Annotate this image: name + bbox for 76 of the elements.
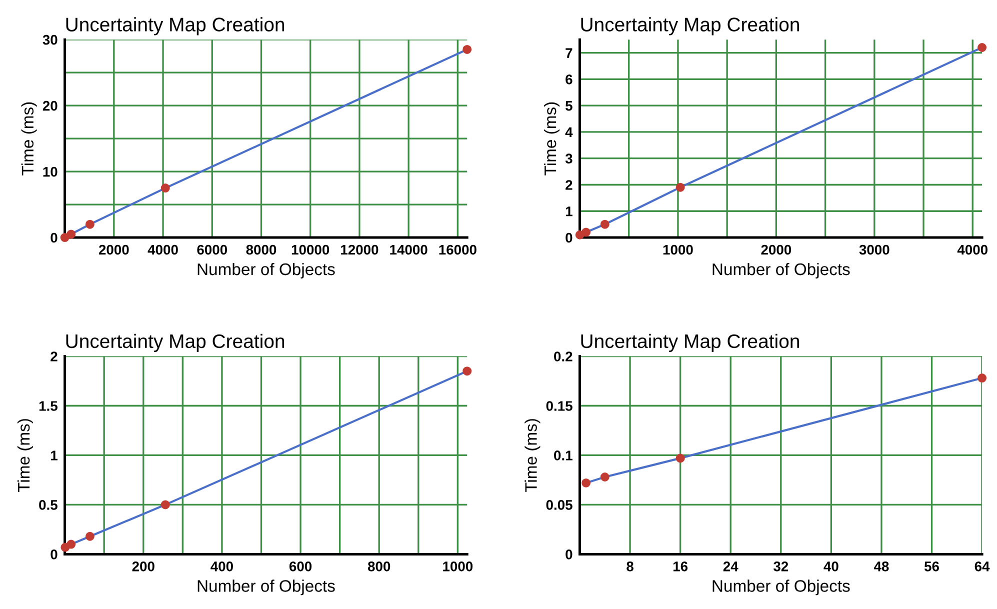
- x-axis-title: Number of Objects: [712, 580, 850, 596]
- y-tick-label: 0.1: [554, 450, 572, 460]
- y-tick-label: 0: [50, 550, 58, 560]
- x-tick-label: 48: [874, 562, 889, 572]
- point: [462, 44, 472, 54]
- y-tick-label: 0: [566, 550, 572, 560]
- y-tick-label: 0.5: [39, 500, 58, 510]
- y-tick-label: 0.2: [554, 352, 572, 362]
- point: [978, 43, 987, 52]
- x-tick-label: 4000: [957, 244, 988, 255]
- x-tick-label: 16: [673, 562, 688, 572]
- x-tick-label: 56: [924, 562, 939, 572]
- point: [462, 366, 472, 376]
- point: [676, 182, 685, 192]
- x-tick-label: 16000: [439, 244, 476, 255]
- x-tick-label: 1000: [443, 562, 473, 572]
- x-axis-title: Number of Objects: [198, 262, 335, 278]
- chart-title: Uncertainty Map Creation: [66, 334, 284, 352]
- point: [160, 500, 170, 510]
- x-tick-label: 32: [773, 562, 788, 572]
- y-axis-title: Time (ms): [17, 419, 33, 492]
- x-tick-label: 6000: [197, 244, 228, 255]
- y-tick-label: 10: [43, 166, 58, 177]
- y-tick-label: 0: [50, 232, 58, 243]
- point: [85, 532, 94, 541]
- point: [676, 454, 685, 463]
- y-axis-title: Time (ms): [544, 102, 560, 176]
- x-tick-label: 3000: [859, 244, 890, 255]
- x-tick-label: 200: [132, 562, 154, 572]
- x-axis-title: Number of Objects: [198, 580, 335, 596]
- x-tick-label: 800: [368, 562, 390, 572]
- y-tick-label: 1: [566, 206, 572, 216]
- chart-title: Uncertainty Map Creation: [581, 17, 799, 36]
- y-tick-label: 0: [566, 232, 572, 243]
- y-tick-label: 2: [566, 180, 572, 190]
- y-tick-label: 1: [51, 450, 58, 460]
- x-axis-title: Number of Objects: [712, 262, 850, 278]
- point: [160, 184, 170, 193]
- y-tick-label: 20: [42, 100, 58, 111]
- x-tick-label: 14000: [390, 244, 428, 255]
- x-tick-label: 4000: [148, 244, 178, 255]
- point: [978, 374, 987, 383]
- point: [600, 220, 610, 229]
- x-tick-label: 64: [974, 562, 990, 572]
- y-axis-title: Time (ms): [524, 419, 540, 492]
- y-tick-label: 2: [50, 352, 58, 362]
- chart-title: Uncertainty Map Creation: [581, 334, 799, 352]
- point: [66, 540, 76, 549]
- x-tick-label: 10000: [292, 244, 330, 255]
- point: [60, 233, 70, 242]
- x-tick-label: 600: [289, 562, 312, 572]
- point: [85, 220, 94, 229]
- x-tick-label: 24: [723, 562, 738, 572]
- x-tick-label: 12000: [341, 244, 378, 255]
- point: [582, 228, 591, 237]
- point: [600, 472, 610, 482]
- y-tick-label: 0.05: [546, 500, 572, 510]
- x-tick-label: 2000: [98, 244, 129, 255]
- y-tick-label: 6: [566, 74, 572, 84]
- y-axis-title: Time (ms): [21, 102, 37, 176]
- chart-title: Uncertainty Map Creation: [66, 17, 284, 36]
- y-tick-label: 30: [42, 34, 58, 45]
- x-tick-label: 8: [626, 562, 634, 572]
- y-tick-label: 4: [565, 127, 573, 137]
- x-tick-label: 40: [824, 562, 838, 572]
- point: [66, 230, 76, 239]
- x-tick-label: 400: [210, 562, 233, 572]
- x-tick-label: 8000: [246, 244, 276, 255]
- y-tick-label: 5: [566, 101, 572, 111]
- y-tick-label: 0.15: [546, 401, 572, 411]
- y-tick-label: 3: [565, 154, 572, 164]
- x-tick-label: 1000: [663, 244, 693, 255]
- point: [582, 478, 591, 488]
- y-tick-label: 7: [566, 48, 572, 58]
- y-tick-label: 1.5: [39, 401, 58, 411]
- x-tick-label: 2000: [761, 244, 792, 255]
